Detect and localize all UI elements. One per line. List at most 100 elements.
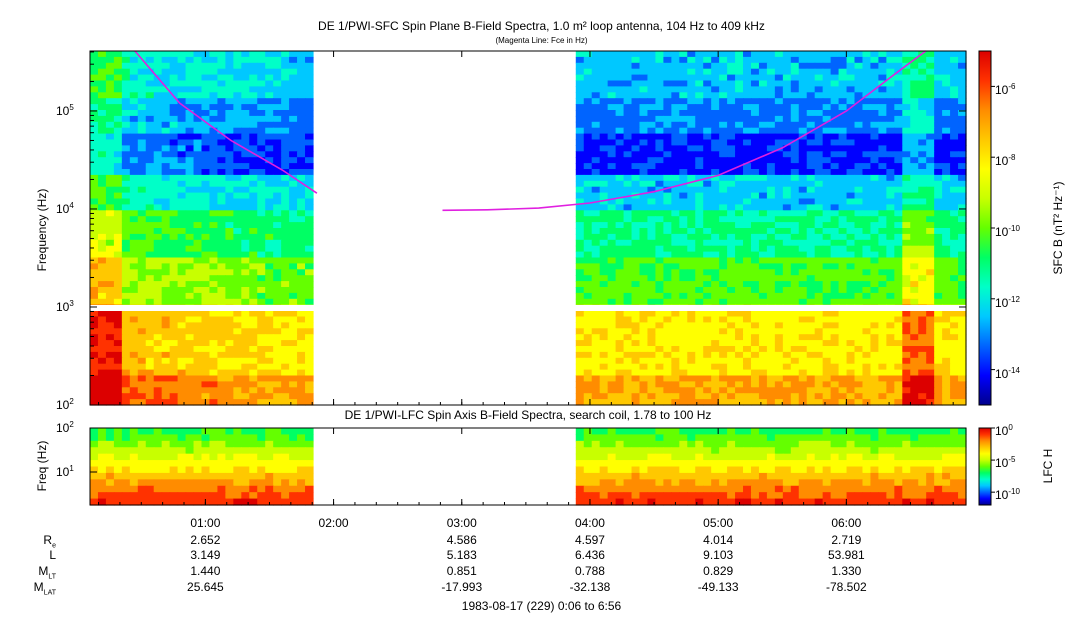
sfc-cell: [217, 186, 226, 194]
sfc-cell: [185, 62, 195, 70]
sfc-cell: [265, 346, 274, 353]
sfc-cell: [830, 298, 840, 306]
sfc-cell: [137, 340, 147, 347]
sfc-cell: [623, 393, 633, 400]
sfc-cell: [201, 245, 211, 253]
sfc-cell: [854, 157, 864, 164]
sfc-cell: [878, 387, 887, 394]
sfc-cell: [679, 239, 688, 247]
sfc-cell: [233, 104, 242, 111]
sfc-cell: [241, 104, 250, 111]
sfc-cell: [798, 151, 808, 158]
sfc-cell: [599, 80, 609, 87]
sfc-cell: [113, 375, 123, 382]
sfc-cell: [958, 174, 967, 182]
sfc-cell: [623, 275, 633, 282]
sfc-cell: [838, 104, 848, 111]
lfc-cell: [663, 447, 672, 455]
sfc-cell: [241, 121, 250, 129]
sfc-cell: [798, 228, 808, 235]
sfc-cell: [647, 351, 657, 359]
sfc-cell: [679, 56, 688, 64]
sfc-cell: [798, 328, 808, 335]
sfc-cell: [297, 257, 306, 264]
sfc-cell: [647, 192, 657, 200]
sfc-cell: [185, 245, 195, 253]
sfc-cell: [233, 351, 242, 359]
sfc-cell: [161, 251, 171, 259]
sfc-cell: [583, 233, 593, 241]
lfc-cell: [743, 453, 752, 461]
sfc-cell: [934, 281, 943, 288]
sfc-cell: [599, 157, 609, 164]
sfc-cell: [281, 233, 290, 241]
sfc-cell: [129, 110, 139, 117]
lfc-cell: [862, 428, 872, 436]
sfc-cell: [273, 198, 282, 205]
sfc-cell: [305, 139, 314, 146]
sfc-cell: [679, 375, 688, 382]
sfc-cell: [623, 210, 633, 217]
sfc-cell: [894, 393, 903, 400]
lfc-cell: [822, 447, 832, 455]
sfc-cell: [90, 80, 99, 87]
sfc-cell: [185, 121, 195, 129]
sfc-cell: [711, 92, 720, 99]
sfc-cell: [297, 192, 306, 200]
sfc-cell: [225, 133, 234, 141]
sfc-cell: [679, 104, 688, 111]
sfc-cell: [257, 151, 266, 158]
sfc-cell: [910, 393, 919, 400]
sfc-cell: [671, 269, 680, 276]
sfc-cell: [209, 121, 219, 129]
sfc-cell: [177, 163, 187, 170]
sfc-cell: [894, 399, 903, 406]
sfc-cell: [671, 186, 680, 194]
sfc-cell: [281, 104, 290, 111]
sfc-cell: [209, 269, 219, 276]
sfc-cell: [910, 133, 919, 141]
sfc-cell: [193, 275, 203, 282]
sfc-cell: [735, 375, 744, 382]
sfc-cell: [249, 346, 258, 353]
sfc-cell: [105, 133, 115, 141]
sfc-cell: [766, 351, 776, 359]
lfc-cell: [281, 428, 290, 436]
sfc-cell: [607, 399, 617, 406]
sfc-cell: [727, 346, 736, 353]
sfc-cell: [289, 204, 298, 211]
sfc-cell: [830, 228, 840, 235]
sfc-cell: [607, 257, 617, 264]
sfc-cell: [305, 210, 314, 217]
sfc-cell: [870, 245, 879, 253]
lfc-cell: [289, 434, 298, 442]
sfc-cell: [305, 216, 314, 223]
sfc-cell: [926, 263, 935, 270]
sfc-cell: [735, 139, 744, 146]
sfc-cell: [647, 62, 657, 70]
sfc-cell: [607, 133, 617, 141]
sfc-cell: [297, 334, 306, 341]
sfc-cell: [942, 80, 951, 87]
sfc-cell: [711, 245, 720, 253]
sfc-cell: [886, 292, 895, 300]
sfc-cell: [766, 292, 776, 300]
sfc-cell: [647, 98, 657, 105]
sfc-cell: [782, 104, 792, 111]
sfc-cell: [878, 281, 887, 288]
sfc-cell: [711, 292, 720, 300]
sfc-cell: [774, 357, 784, 365]
sfc-cell: [750, 56, 760, 64]
sfc-cell: [607, 198, 617, 205]
sfc-cell: [185, 393, 195, 400]
sfc-cell: [177, 210, 187, 217]
sfc-cell: [607, 310, 617, 318]
sfc-cell: [273, 216, 282, 223]
sfc-cell: [265, 228, 274, 235]
sfc-cell: [822, 157, 832, 164]
sfc-cell: [846, 110, 856, 117]
sfc-cell: [711, 228, 720, 235]
sfc-cell: [766, 316, 776, 323]
sfc-cell: [121, 56, 131, 64]
sfc-cell: [711, 381, 720, 388]
